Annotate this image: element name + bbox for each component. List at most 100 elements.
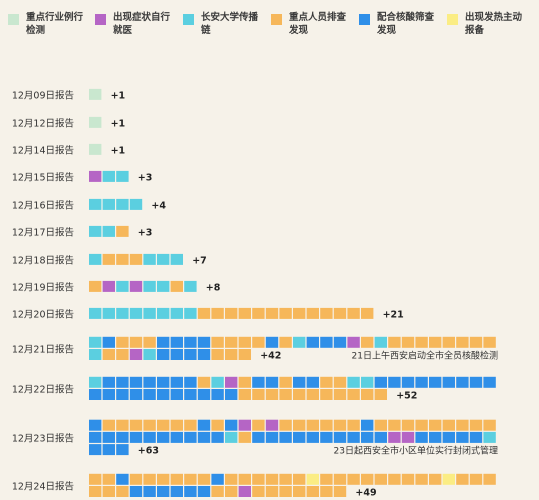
case-cell-screening [143, 336, 156, 348]
case-cell-screening [306, 307, 319, 319]
case-cell-screening [184, 473, 197, 485]
case-cell-symptom [129, 280, 143, 292]
case-cell-fever [442, 473, 455, 485]
case-cell-testing [469, 376, 483, 388]
case-cell-university [361, 376, 374, 388]
case-cell-university [89, 225, 102, 237]
row-label: 12月15日报告 [12, 172, 74, 184]
case-cell-testing [374, 376, 387, 388]
case-cell-symptom [102, 280, 115, 292]
case-cell-screening [429, 473, 442, 485]
case-cell-screening [170, 473, 183, 485]
case-cell-screening [279, 376, 292, 388]
case-cell-screening [252, 486, 265, 497]
legend-item-testing: 配合核酸筛查发现 [359, 12, 443, 38]
case-cell-screening [320, 307, 333, 319]
case-cell-testing [143, 431, 156, 443]
case-cell-screening [306, 486, 319, 497]
case-cell-testing [184, 389, 197, 400]
legend-item-university: 长安大学传播链 [183, 12, 267, 38]
case-cell-testing [170, 486, 183, 497]
row-label: 12月20日报告 [12, 309, 74, 321]
case-cell-testing [197, 336, 211, 348]
case-cell-testing [170, 389, 183, 400]
case-cell-screening [129, 336, 143, 348]
case-cell-industry [89, 143, 102, 155]
case-cell-screening [320, 389, 333, 400]
case-cell-screening [361, 389, 374, 400]
case-cell-screening [265, 389, 279, 400]
case-cell-testing [184, 486, 197, 497]
legend-swatch-symptom [95, 14, 106, 25]
case-cell-screening [279, 473, 292, 485]
case-cell-testing [279, 431, 292, 443]
row-label: 12月16日报告 [12, 200, 74, 212]
case-cell-testing [157, 376, 170, 388]
case-cell-university [157, 253, 170, 265]
case-cell-testing [320, 431, 333, 443]
case-cell-testing [89, 431, 102, 443]
case-cell-screening [211, 486, 224, 497]
case-cell-screening [279, 419, 292, 431]
case-cell-testing [211, 431, 224, 443]
case-cell-screening [102, 253, 115, 265]
case-cell-testing [116, 376, 129, 388]
count-label: +7 [192, 256, 207, 267]
case-cell-screening [429, 336, 442, 348]
case-cell-university [157, 307, 170, 319]
case-cell-testing [483, 376, 496, 388]
case-cell-screening [225, 307, 238, 319]
case-cell-testing [197, 349, 211, 360]
case-cell-testing [225, 389, 238, 400]
case-cell-testing [265, 336, 279, 348]
case-cell-screening [483, 336, 496, 348]
case-cell-testing [469, 431, 483, 443]
legend-label-testing: 配合核酸筛查发现 [377, 12, 435, 36]
case-cell-university [129, 307, 143, 319]
case-cell-screening [469, 336, 483, 348]
case-cell-screening [238, 336, 251, 348]
case-cell-testing [157, 349, 170, 360]
case-cell-screening [429, 419, 442, 431]
case-cell-testing [102, 444, 115, 456]
count-label: +63 [138, 446, 159, 457]
case-cell-screening [129, 253, 143, 265]
count-label: +1 [111, 119, 126, 130]
case-cell-symptom [401, 431, 415, 443]
case-cell-screening [170, 280, 183, 292]
case-cell-screening [211, 307, 224, 319]
case-cell-testing [374, 431, 387, 443]
case-cell-screening [483, 419, 496, 431]
case-cell-testing [184, 376, 197, 388]
legend-label-university: 长安大学传播链 [201, 12, 259, 36]
case-cell-testing [184, 349, 197, 360]
case-cell-testing [456, 431, 469, 443]
case-cell-screening [116, 419, 129, 431]
row-label: 12月14日报告 [12, 145, 74, 157]
case-cell-screening [265, 486, 279, 497]
case-cell-university [102, 170, 115, 182]
case-cell-testing [143, 389, 156, 400]
case-cell-testing [442, 431, 455, 443]
case-cell-testing [102, 376, 115, 388]
case-cell-screening [238, 376, 251, 388]
case-cell-university [89, 376, 102, 388]
case-cell-university [347, 376, 360, 388]
case-cell-screening [415, 473, 428, 485]
case-cell-screening [293, 389, 306, 400]
case-cell-testing [293, 431, 306, 443]
case-cell-university [102, 198, 115, 210]
case-cell-university [374, 336, 387, 348]
case-cell-screening [374, 473, 387, 485]
case-cell-university [157, 280, 170, 292]
case-cell-screening [238, 389, 251, 400]
case-cell-testing [306, 376, 319, 388]
case-cell-screening [116, 486, 129, 497]
case-cell-testing [102, 389, 115, 400]
case-cell-symptom [89, 170, 102, 182]
case-cell-screening [116, 336, 129, 348]
count-label: +42 [260, 351, 281, 362]
case-cell-screening [374, 389, 387, 400]
case-cell-testing [129, 376, 143, 388]
case-cell-screening [129, 473, 143, 485]
